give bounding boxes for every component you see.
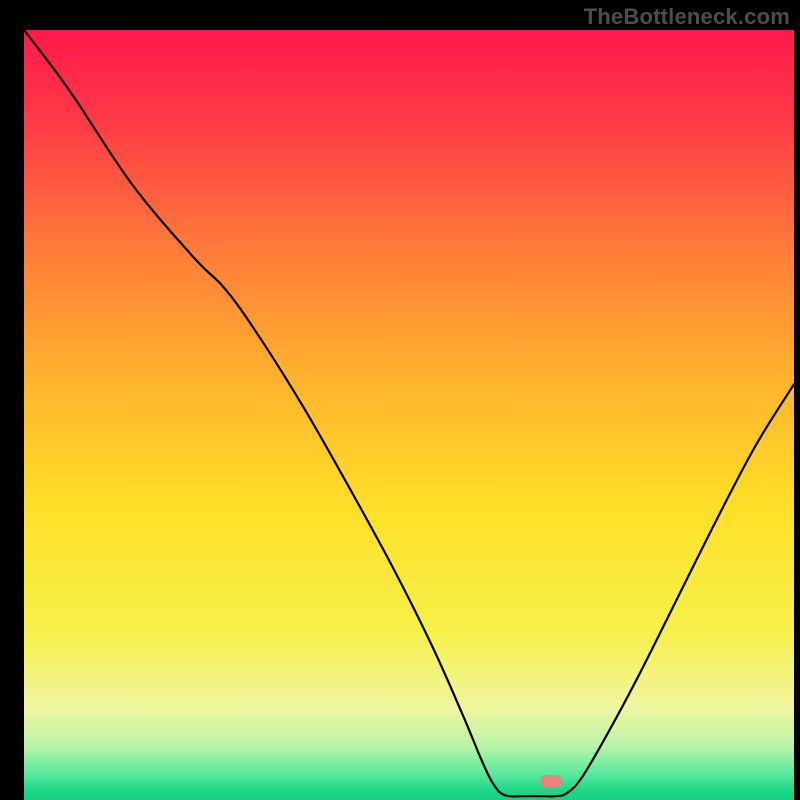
- curve-layer: [24, 30, 794, 800]
- optimum-marker: [540, 775, 562, 787]
- watermark-text: TheBottleneck.com: [584, 4, 790, 30]
- bottleneck-curve: [24, 30, 794, 797]
- chart-frame: TheBottleneck.com: [0, 0, 800, 800]
- plot-area: [24, 30, 794, 786]
